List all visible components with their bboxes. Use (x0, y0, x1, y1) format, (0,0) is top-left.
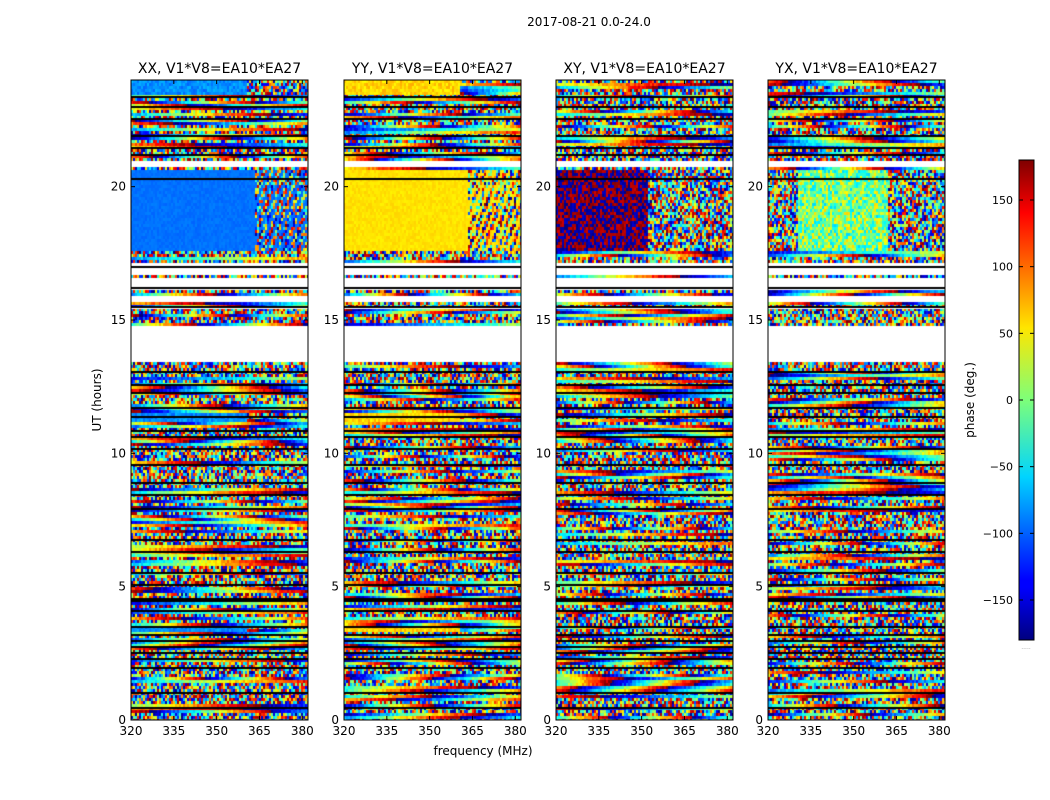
colorbar-label: phase (deg.) (963, 362, 977, 438)
colorbar-tick-label: 150 (992, 194, 1013, 207)
x-tick-label: 380 (716, 724, 739, 738)
y-tick-label: 10 (324, 446, 339, 460)
y-tick-label: 20 (748, 180, 763, 194)
y-tick-label: 20 (536, 180, 551, 194)
x-tick-label: 335 (799, 724, 822, 738)
panel-yx-title: YX, V1*V8=EA10*EA27 (774, 61, 937, 77)
panel-yx-heatmap (768, 80, 945, 720)
y-tick-label: 10 (536, 446, 551, 460)
colorbar-ticks: −150 −100 −50 0 50 100 150 (983, 194, 1034, 607)
panel-yy-title: YY, V1*V8=EA10*EA27 (351, 61, 513, 77)
y-tick-label: 15 (536, 313, 551, 327)
y-tick-label: 0 (118, 713, 126, 727)
y-tick-label: 15 (111, 313, 126, 327)
x-tick-label: 350 (630, 724, 653, 738)
panel-xy-title: XY, V1*V8=EA10*EA27 (563, 61, 725, 77)
panel-xy: XY, V1*V8=EA10*EA27 320 335 350 365 380 0 5 10 15… (536, 61, 739, 738)
x-tick-label: 380 (928, 724, 951, 738)
panel-yy-frame (343, 79, 522, 721)
panel-xx-title: XX, V1*V8=EA10*EA27 (138, 61, 301, 77)
colorbar-extra-mark: ..... (1021, 644, 1031, 651)
x-tick-label: 335 (375, 724, 398, 738)
colorbar-tick-label: −50 (990, 461, 1013, 474)
panel-yy: YY, V1*V8=EA10*EA27 320 335 350 365 380 0 5 10 15… (324, 61, 527, 738)
panel-xy-heatmap (556, 80, 733, 720)
x-tick-label: 350 (418, 724, 441, 738)
y-tick-label: 15 (748, 313, 763, 327)
x-tick-label: 380 (504, 724, 527, 738)
panel-xx-heatmap (131, 80, 308, 720)
x-tick-label: 320 (545, 724, 568, 738)
x-tick-label: 365 (248, 724, 271, 738)
y-tick-label: 0 (755, 713, 763, 727)
y-tick-label: 5 (331, 580, 339, 594)
panel-xx-frame (130, 79, 309, 721)
y-tick-label: 0 (331, 713, 339, 727)
x-tick-label: 335 (587, 724, 610, 738)
colorbar: −150 −100 −50 0 50 100 150 phase (deg.) ..... (963, 159, 1035, 651)
x-tick-label: 320 (333, 724, 356, 738)
x-tick-label: 320 (120, 724, 143, 738)
x-tick-label: 350 (842, 724, 865, 738)
panel-yy-heatmap (344, 80, 521, 720)
colorbar-tick-label: −150 (983, 594, 1013, 607)
x-tick-label: 350 (205, 724, 228, 738)
x-tick-label: 335 (162, 724, 185, 738)
x-axis-label: frequency (MHz) (433, 744, 532, 758)
x-tick-label: 365 (673, 724, 696, 738)
colorbar-tick-label: 50 (999, 327, 1013, 340)
y-tick-label: 20 (111, 180, 126, 194)
y-tick-label: 0 (543, 713, 551, 727)
colorbar-tick-label: 0 (1006, 394, 1013, 407)
x-tick-label: 380 (291, 724, 314, 738)
x-tick-label: 365 (885, 724, 908, 738)
colorbar-tick-label: −100 (983, 527, 1013, 540)
y-axis-label: UT (hours) (90, 368, 104, 431)
y-tick-label: 10 (748, 446, 763, 460)
y-tick-label: 15 (324, 313, 339, 327)
figure-suptitle: 2017-08-21 0.0-24.0 (527, 15, 651, 29)
panels-group: XX, V1*V8=EA10*EA27 320 335 350 365 380 0 5 10 15… (111, 61, 951, 738)
panel-xx: XX, V1*V8=EA10*EA27 320 335 350 365 380 0 5 10 15… (111, 61, 314, 738)
x-tick-label: 365 (461, 724, 484, 738)
panel-yx-frame (767, 79, 946, 721)
panel-xy-frame (555, 79, 734, 721)
x-tick-label: 320 (757, 724, 780, 738)
y-tick-label: 5 (543, 580, 551, 594)
colorbar-tick-label: 100 (992, 261, 1013, 274)
y-tick-label: 20 (324, 180, 339, 194)
panel-yx: YX, V1*V8=EA10*EA27 320 335 350 365 380 0 5 10 15… (748, 61, 951, 738)
y-tick-label: 10 (111, 446, 126, 460)
y-tick-label: 5 (755, 580, 763, 594)
y-tick-label: 5 (118, 580, 126, 594)
